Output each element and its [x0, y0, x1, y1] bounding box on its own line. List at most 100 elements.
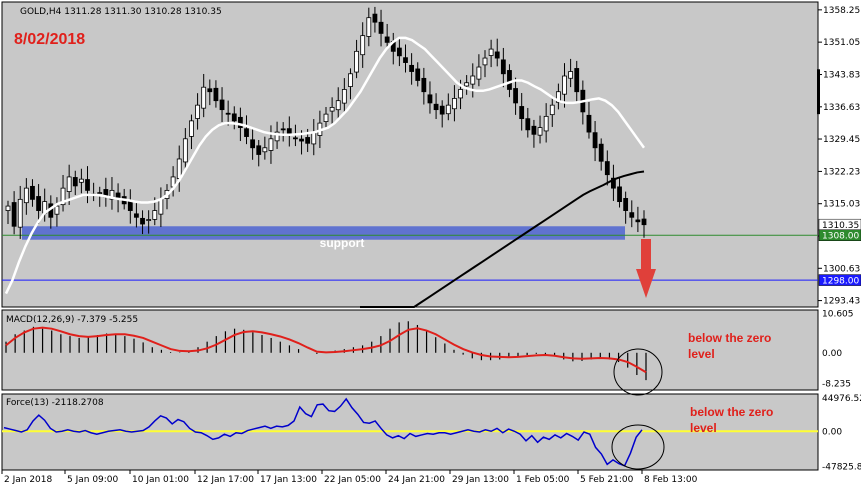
candle-body	[445, 104, 451, 115]
ma-fast-line	[4, 36, 646, 295]
force-tick-label: 44976.52	[822, 394, 861, 404]
candle-body	[54, 205, 60, 215]
candle-body	[384, 36, 390, 43]
price-tick-label: 1300.63	[823, 264, 860, 274]
candle-body	[152, 210, 158, 220]
price-tick-label: 1358.25	[823, 6, 860, 16]
candle-body	[641, 218, 647, 226]
candle-body	[140, 217, 145, 225]
candle-body	[433, 103, 439, 111]
candle-body	[543, 115, 549, 132]
force-tick-label: -47825.88	[822, 462, 861, 472]
price-panel-bg	[2, 2, 818, 307]
candle-body	[36, 196, 41, 211]
blue-level-box	[818, 274, 861, 286]
time-tick-label: 29 Jan 13:00	[452, 475, 509, 485]
candle-body	[470, 75, 476, 85]
symbol-line: GOLD,H4 1311.28 1311.30 1310.28 1310.35	[20, 7, 222, 17]
candle-body	[85, 179, 90, 191]
macd-highlight-circle	[613, 348, 663, 396]
green-level-box-label: 1308.00	[822, 232, 859, 242]
candle-body	[244, 128, 249, 137]
green-level-box	[818, 229, 861, 241]
candle-body	[586, 114, 592, 133]
price-tick-label: 1351.05	[823, 38, 860, 48]
candle-body	[207, 88, 213, 93]
ma-slow-line	[360, 170, 645, 308]
force-layer	[2, 397, 818, 470]
time-tick-label: 24 Jan 21:00	[388, 475, 445, 485]
candle-body	[476, 66, 482, 80]
candle-body	[78, 178, 84, 183]
candle-body	[274, 131, 280, 142]
candle-body	[592, 132, 598, 149]
candle-body	[421, 77, 427, 93]
candle-body	[464, 82, 470, 87]
candle-body	[262, 147, 268, 153]
price-layer	[2, 6, 818, 308]
candle-body	[60, 187, 66, 206]
candle-body	[604, 161, 610, 176]
price-tick-label: 1336.63	[823, 103, 860, 113]
candle-body	[482, 57, 488, 66]
macd-tick-label: 0.00	[822, 349, 842, 359]
candle-body	[372, 13, 378, 23]
candle-body	[500, 59, 506, 75]
axis-layer: 1358.25 1351.05 1343.83 1336.63 1329.45 1322.…	[1, 6, 861, 485]
candle-body	[507, 70, 512, 90]
candle-body	[237, 116, 243, 128]
candle-body	[537, 127, 543, 136]
candle-body	[403, 57, 408, 63]
candle-body	[97, 192, 103, 195]
candle-body	[629, 212, 635, 218]
price-tick-label: 1293.43	[823, 297, 860, 307]
candle-body	[280, 128, 286, 131]
candle-body	[519, 106, 525, 120]
candle-body	[555, 91, 561, 103]
macd-panel-border	[1, 309, 819, 391]
down-arrow-shaft	[641, 239, 651, 269]
candle-body	[635, 219, 641, 223]
candle-body	[415, 68, 421, 81]
force-highlight-circle	[611, 424, 665, 470]
candle-body	[250, 139, 256, 149]
candle-body	[335, 100, 341, 111]
price-tick-label: 1343.83	[823, 71, 860, 81]
candle-body	[5, 205, 11, 211]
time-tick-label: 12 Jan 17:00	[197, 475, 254, 485]
candle-body	[494, 51, 500, 59]
candle-body	[611, 177, 616, 189]
candle-body	[134, 213, 139, 218]
candle-body	[11, 202, 17, 227]
candle-body	[366, 17, 372, 37]
macd-note-line2: level	[688, 347, 715, 361]
candle-body	[458, 89, 463, 99]
candle-body	[617, 186, 622, 202]
candle-body	[299, 138, 304, 142]
candle-body	[66, 176, 72, 192]
candle-body	[213, 87, 219, 102]
candle-body	[268, 138, 274, 151]
macd-title: MACD(12,26,9) -7.379 -5.255	[6, 315, 138, 325]
force-note-line2: level	[690, 421, 717, 435]
time-tick-label: 5 Feb 21:00	[580, 475, 634, 485]
last-price-box-label: 1310.35	[822, 221, 859, 231]
candle-body	[323, 113, 329, 122]
candle-body	[525, 118, 531, 131]
candle-body	[439, 105, 445, 115]
time-tick-label: 2 Jan 2018	[4, 475, 52, 485]
candle-body	[256, 145, 262, 155]
time-tick-label: 17 Jan 13:00	[260, 475, 317, 485]
price-tick-label: 1329.45	[823, 135, 860, 145]
candle-body	[427, 94, 433, 104]
candle-body	[146, 219, 152, 221]
blue-level-box-label: 1298.00	[822, 277, 859, 287]
candle-body	[158, 198, 164, 215]
macd-layer	[5, 321, 663, 396]
candle-body	[452, 98, 457, 110]
force-title: Force(13) -2118.2708	[6, 398, 104, 408]
candle-body	[311, 131, 317, 145]
candle-body	[127, 201, 133, 211]
macd-tick-label: 10.605	[822, 309, 854, 319]
